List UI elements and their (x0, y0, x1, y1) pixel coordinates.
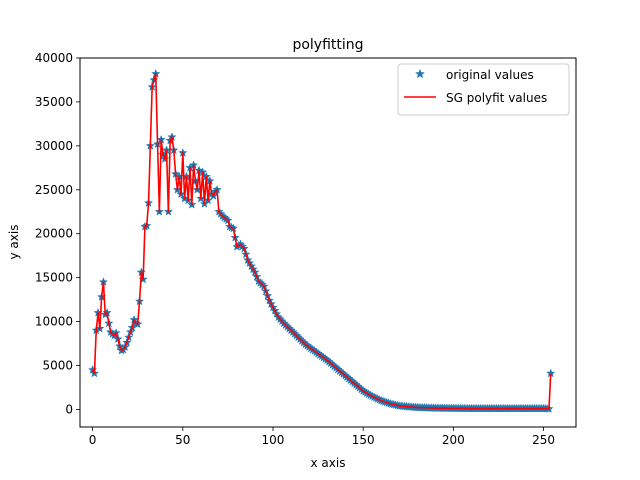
y-tick-label: 40000 (35, 51, 73, 65)
x-tick-label: 200 (442, 433, 465, 447)
chart-title: polyfitting (292, 37, 363, 53)
x-axis-label: x axis (311, 456, 346, 470)
legend-marker-original-values (414, 68, 426, 79)
plot-area (87, 68, 556, 413)
x-tick-label: 250 (532, 433, 555, 447)
legend-star-icon (414, 68, 426, 79)
y-tick-label: 15000 (35, 271, 73, 285)
y-tick-label: 20000 (35, 227, 73, 241)
y-axis-label: y axis (7, 225, 21, 260)
x-axis-ticks: 0 50 100 150 200 250 (89, 427, 555, 447)
legend: original values SG polyfit values (397, 63, 570, 116)
x-tick-label: 150 (352, 433, 375, 447)
legend-label-sg-polyfit-values: SG polyfit values (446, 91, 547, 105)
y-axis-ticks: 0 5000 10000 15000 20000 25000 30000 35000 40000 (35, 51, 80, 416)
y-tick-label: 10000 (35, 315, 73, 329)
sg-polyfit-line (91, 73, 552, 410)
y-tick-label: 30000 (35, 139, 73, 153)
legend-box (397, 63, 570, 116)
y-tick-label: 25000 (35, 183, 73, 197)
x-tick-label: 100 (262, 433, 285, 447)
y-tick-label: 0 (65, 402, 73, 416)
x-tick-label: 50 (175, 433, 190, 447)
plot-frame (79, 57, 577, 428)
legend-label-original-values: original values (446, 68, 534, 82)
y-tick-label: 35000 (35, 95, 73, 109)
x-tick-label: 0 (89, 433, 97, 447)
y-tick-label: 5000 (42, 359, 73, 373)
original-value-point (87, 364, 98, 374)
